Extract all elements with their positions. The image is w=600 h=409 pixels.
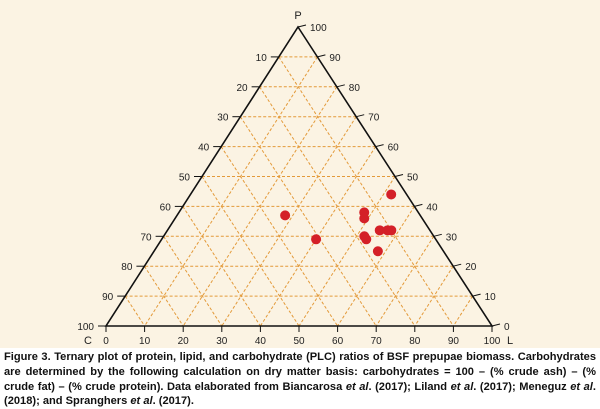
data-point-9 <box>361 234 372 245</box>
tick-label-l-60: 60 <box>332 336 344 347</box>
tick-label-l-90: 90 <box>448 336 460 347</box>
caption-part-6: et al <box>570 380 593 393</box>
tick-mark-p-0 <box>491 323 501 327</box>
ternary-plot: 0102030405060708090100102030405060708090… <box>77 10 513 347</box>
tick-label-c-20: 20 <box>236 83 248 94</box>
tick-label-l-0: 0 <box>103 336 109 347</box>
tick-layer: 0102030405060708090100102030405060708090… <box>77 23 510 347</box>
grid-line-l-60 <box>337 206 415 327</box>
points-layer <box>280 189 397 257</box>
tick-label-p-60: 60 <box>388 143 400 154</box>
vertex-label-l: L <box>507 335 513 347</box>
caption-part-5: . (2017); Meneguz <box>473 380 571 393</box>
data-point-3 <box>359 213 370 224</box>
grid-line-l-70 <box>375 236 435 327</box>
tick-label-c-40: 40 <box>198 143 210 154</box>
data-point-1 <box>386 189 397 200</box>
tick-label-l-50: 50 <box>293 336 305 347</box>
data-point-4 <box>280 210 291 221</box>
tick-label-c-10: 10 <box>256 53 268 64</box>
grid-line-c-10 <box>278 56 454 327</box>
data-point-11 <box>372 246 383 257</box>
caption-part-1: Figure 3. Ternary plot of protein, lipid… <box>4 351 596 393</box>
data-point-7 <box>386 225 397 236</box>
caption-part-4: et al <box>450 380 474 393</box>
tick-label-c-70: 70 <box>140 232 152 243</box>
grid-line-c-80 <box>143 265 184 327</box>
tick-label-p-10: 10 <box>485 292 497 303</box>
tick-label-p-70: 70 <box>368 113 380 124</box>
tick-mark-p-100 <box>297 24 307 28</box>
grid-layer <box>124 56 474 327</box>
grid-line-c-40 <box>220 146 339 327</box>
tick-label-l-80: 80 <box>409 336 421 347</box>
tick-label-c-50: 50 <box>179 173 191 184</box>
tick-label-p-30: 30 <box>446 232 458 243</box>
tick-label-p-0: 0 <box>504 322 510 333</box>
grid-line-c-70 <box>163 236 223 327</box>
tick-mark-p-90 <box>317 54 326 58</box>
tick-mark-p-20 <box>453 263 462 267</box>
tick-mark-p-30 <box>433 233 442 237</box>
triangle-frame <box>104 25 494 327</box>
caption-part-8: et al <box>130 395 153 408</box>
tick-label-l-10: 10 <box>139 336 151 347</box>
tick-label-p-90: 90 <box>329 53 341 64</box>
tick-label-p-80: 80 <box>349 83 361 94</box>
figure-caption: Figure 3. Ternary plot of protein, lipid… <box>4 350 596 409</box>
data-point-5 <box>374 225 385 236</box>
grid-line-c-30 <box>239 116 377 327</box>
vertex-label-p: P <box>294 10 301 22</box>
grid-line-l-10 <box>144 56 318 327</box>
grid-line-c-90 <box>124 295 146 327</box>
plot-panel: 0 10 20 30 40 50 60 70 80 90 100 10 20 30 40 50 60 70 80 90… <box>0 0 600 348</box>
tick-label-p-20: 20 <box>465 262 477 273</box>
tick-label-c-90: 90 <box>102 292 114 303</box>
caption-part-3: . (2017); Liland <box>368 380 451 393</box>
tick-label-c-100: 100 <box>77 322 94 333</box>
grid-line-l-80 <box>414 265 454 327</box>
tick-label-l-70: 70 <box>371 336 383 347</box>
tick-label-l-20: 20 <box>178 336 190 347</box>
tick-mark-p-60 <box>375 144 384 148</box>
tick-label-l-100: 100 <box>484 336 501 347</box>
tick-mark-p-10 <box>472 293 481 297</box>
tick-label-p-50: 50 <box>407 173 419 184</box>
tick-mark-p-80 <box>336 84 345 88</box>
grid-line-l-90 <box>452 295 474 327</box>
tick-mark-p-40 <box>414 203 423 207</box>
caption-part-9: . (2017). <box>152 395 194 408</box>
tick-label-p-100: 100 <box>310 23 327 34</box>
data-point-10 <box>311 234 322 245</box>
tick-label-l-30: 30 <box>216 336 228 347</box>
grid-line-c-60 <box>182 206 261 327</box>
tick-label-c-60: 60 <box>160 202 172 213</box>
tick-label-p-40: 40 <box>426 202 438 213</box>
tick-mark-p-50 <box>394 174 404 177</box>
caption-part-2: et al <box>345 380 369 393</box>
tick-label-c-80: 80 <box>121 262 133 273</box>
grid-line-l-30 <box>221 116 357 327</box>
tick-label-c-30: 30 <box>217 113 229 124</box>
tick-label-l-40: 40 <box>255 336 267 347</box>
vertex-label-c: C <box>84 335 92 347</box>
tick-mark-p-70 <box>356 114 365 118</box>
